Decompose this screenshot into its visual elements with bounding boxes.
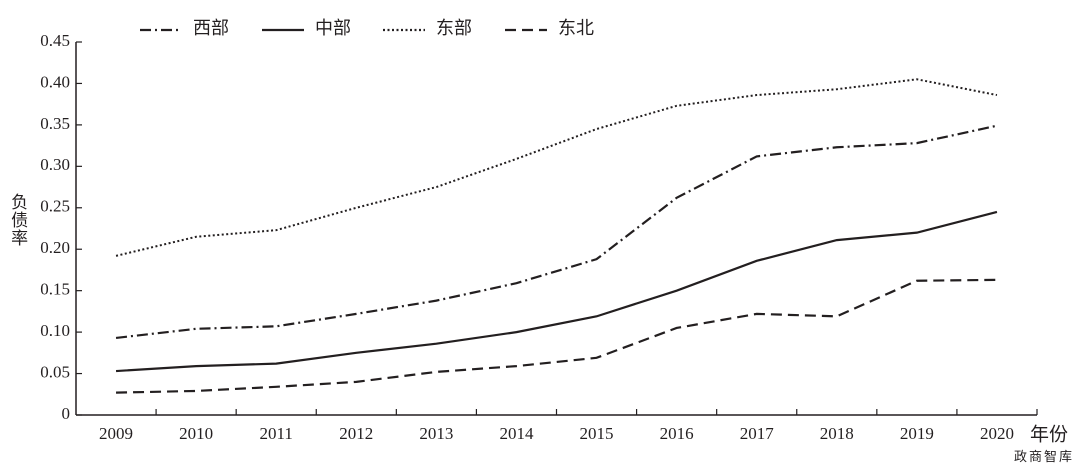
x-tick-label: 2020 — [980, 424, 1014, 443]
y-tick-label: 0.45 — [40, 31, 70, 50]
x-tick-label: 2012 — [339, 424, 373, 443]
series-line — [116, 278, 997, 394]
series-line — [115, 210, 998, 373]
y-tick-label: 0.10 — [40, 321, 70, 340]
y-tick-label: 0.40 — [40, 72, 70, 91]
x-tick-label: 2015 — [580, 424, 614, 443]
watermark: 政商智库 — [1014, 449, 1074, 464]
x-tick-label: 2014 — [499, 424, 534, 443]
x-tick-label: 2019 — [900, 424, 934, 443]
x-tick-label: 2018 — [820, 424, 854, 443]
legend-label: 中部 — [315, 18, 351, 38]
y-tick-label: 0.15 — [40, 280, 70, 299]
x-axis-label: 年份 — [1030, 423, 1068, 445]
y-axis-label: 负债率 — [8, 193, 28, 247]
y-tick-label: 0.20 — [40, 238, 70, 257]
x-tick-label: 2009 — [99, 424, 133, 443]
y-tick-label: 0.05 — [40, 362, 70, 381]
series-line — [115, 78, 998, 257]
legend-label: 东部 — [436, 18, 472, 38]
x-tick-label: 2010 — [179, 424, 213, 443]
x-tick-label: 2013 — [419, 424, 453, 443]
y-tick-label: 0.35 — [40, 114, 70, 133]
series-line — [115, 124, 998, 340]
y-tick-label: 0.30 — [40, 155, 70, 174]
legend-label: 东北 — [558, 18, 594, 38]
x-tick-label: 2017 — [740, 424, 775, 443]
x-tick-label: 2011 — [260, 424, 293, 443]
legend-label: 西部 — [193, 18, 229, 38]
y-tick-label: 0.25 — [40, 197, 70, 216]
y-tick-label: 0 — [62, 404, 71, 423]
x-tick-label: 2016 — [660, 424, 694, 443]
